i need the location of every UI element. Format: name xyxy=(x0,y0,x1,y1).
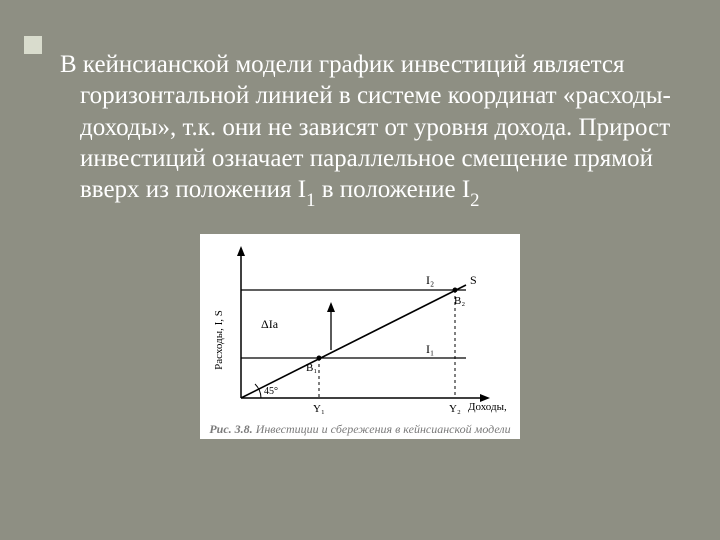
angle-label: 45° xyxy=(264,386,278,397)
caption-prefix: Рис. 3.8. xyxy=(209,422,252,436)
caption-rest: Инвестиции и сбережения в кейнсианской м… xyxy=(253,422,511,436)
figure-caption: Рис. 3.8. Инвестиции и сбережения в кейн… xyxy=(206,422,514,437)
label-i1: I₁ xyxy=(426,342,434,356)
subscript-1: 1 xyxy=(306,190,315,211)
label-y2: Y₂ xyxy=(449,403,461,415)
y-axis-arrow xyxy=(237,246,245,256)
bullet-square xyxy=(24,36,42,54)
subscript-2: 2 xyxy=(470,190,479,211)
label-i2: I₂ xyxy=(426,273,434,287)
chart-svg: Расходы, I, S Доходы, 45° S I₂ I₁ B₁ xyxy=(206,240,514,420)
paragraph-text-mid: в положение I xyxy=(315,176,470,203)
y-axis-label: Расходы, I, S xyxy=(213,311,225,371)
figure-wrap: Расходы, I, S Доходы, 45° S I₂ I₁ B₁ xyxy=(40,234,680,439)
label-b2: B₂ xyxy=(454,295,465,307)
body-paragraph: В кейнсианской модели график инвестиций … xyxy=(60,49,680,209)
slide: В кейнсианской модели график инвестиций … xyxy=(0,0,720,540)
label-b1: B₁ xyxy=(306,362,317,374)
label-s: S xyxy=(470,273,477,287)
arrow-up-head xyxy=(327,302,335,312)
figure: Расходы, I, S Доходы, 45° S I₂ I₁ B₁ xyxy=(200,234,520,439)
label-y1: Y₁ xyxy=(313,403,325,415)
x-axis-label: Доходы, xyxy=(468,401,507,413)
delta-label: ΔIa xyxy=(261,317,279,331)
